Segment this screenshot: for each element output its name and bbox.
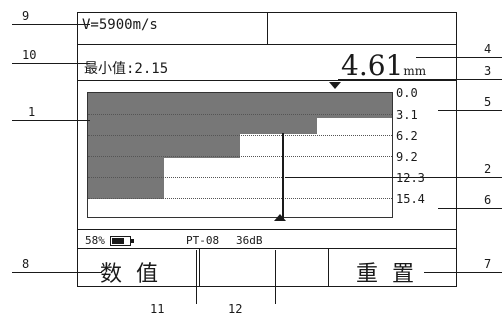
thickness-unit: mm <box>403 64 427 78</box>
top-marker-icon <box>329 82 341 89</box>
callout-7: 7 <box>484 257 492 271</box>
callout-11: 11 <box>150 302 165 316</box>
thickness-profile-chart <box>87 92 393 219</box>
callout-line-6 <box>438 208 502 209</box>
callout-4: 4 <box>484 42 492 56</box>
scale-label: 3.1 <box>396 108 418 122</box>
callout-line-3 <box>338 79 502 80</box>
callout-10: 10 <box>22 48 37 62</box>
scale-label: 6.2 <box>396 129 418 143</box>
callout-line-1 <box>12 120 90 121</box>
grid-line-1 <box>88 114 392 115</box>
battery-icon <box>110 236 134 246</box>
battery-percent: 58% <box>85 234 105 247</box>
callout-5: 5 <box>484 95 492 109</box>
profile-bar-1 <box>88 93 392 118</box>
scale-label: 15.4 <box>396 192 425 206</box>
callout-line-7 <box>424 272 502 273</box>
callout-line-2 <box>285 177 502 178</box>
callout-line-12 <box>275 250 276 304</box>
readout-divider <box>78 80 456 81</box>
callout-line-4 <box>416 57 502 58</box>
gain-readout: 36dB <box>236 234 263 247</box>
callout-line-8 <box>12 272 102 273</box>
softkey-reset-button[interactable]: 重置 <box>356 262 429 287</box>
profile-bar-4 <box>88 158 164 199</box>
velocity-readout: V=5900m/s <box>82 17 158 33</box>
thickness-readout: 4.61mm <box>341 50 426 87</box>
callout-6: 6 <box>484 193 492 207</box>
probe-model: PT-08 <box>186 234 220 247</box>
grid-line-4 <box>88 177 392 178</box>
scale-label: 0.0 <box>396 86 418 100</box>
profile-bar-3 <box>88 134 240 158</box>
callout-2: 2 <box>484 162 492 176</box>
grid-line-5 <box>88 198 392 199</box>
cursor-marker-icon[interactable] <box>274 214 286 221</box>
chart-bottom-divider <box>78 229 456 230</box>
callout-9: 9 <box>22 9 30 23</box>
thickness-value: 4.61 <box>341 49 404 82</box>
cursor-line[interactable] <box>282 133 284 219</box>
callout-line-10 <box>12 63 90 64</box>
callout-3: 3 <box>484 64 492 78</box>
scale-label: 9.2 <box>396 150 418 164</box>
profile-bar-2 <box>88 118 317 134</box>
callout-line-11 <box>196 250 197 304</box>
min-value-readout: 最小值:2.15 <box>84 61 169 77</box>
header-divider <box>78 44 456 45</box>
softkey-divider-right <box>328 249 329 287</box>
callout-8: 8 <box>22 257 30 271</box>
callout-1: 1 <box>28 105 36 119</box>
softkey-value-button[interactable]: 数值 <box>100 262 173 287</box>
status-divider <box>78 248 456 249</box>
grid-line-2 <box>88 135 392 136</box>
callout-line-9 <box>12 24 90 25</box>
header-vertical-divider <box>267 13 268 44</box>
grid-line-3 <box>88 156 392 157</box>
softkey-divider-left <box>199 249 200 287</box>
device-screen: V=5900m/s 最小值:2.15 4.61mm 0.0 3.1 6.2 9.… <box>77 12 457 287</box>
scale-label: 12.3 <box>396 171 425 185</box>
callout-12: 12 <box>228 302 243 316</box>
callout-line-5 <box>438 110 502 111</box>
